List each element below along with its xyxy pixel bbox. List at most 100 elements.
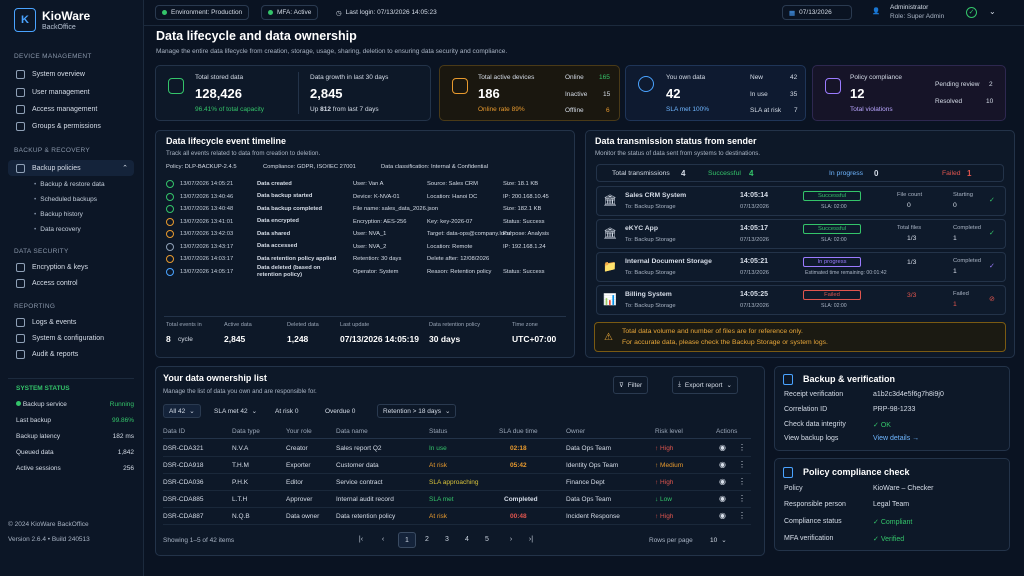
sidebar-item-access-control[interactable]: Access control xyxy=(16,276,136,290)
timeline-compliance: Compliance: GDPR, ISO/IEC 27001 xyxy=(263,164,356,170)
export-report-button[interactable]: ⤓ Export report ⌄ xyxy=(672,376,738,394)
status-row: Queued data 1,842 xyxy=(16,449,134,456)
sidebar-subitem[interactable]: Backup history xyxy=(34,211,83,218)
stat-label: Last update xyxy=(340,322,370,328)
timeline-event: 13/07/2026 14:03:17 Data retention polic… xyxy=(166,253,566,265)
transmission-item[interactable]: 📁 Internal Document Storage To: Backup S… xyxy=(596,252,1006,282)
brand-logo[interactable]: K KioWare BackOffice xyxy=(14,8,90,32)
more-icon[interactable]: ⋮ xyxy=(738,460,746,469)
view-details-link[interactable]: View details → xyxy=(873,435,920,442)
rows-per-page-label: Rows per page xyxy=(649,537,693,544)
more-icon[interactable]: ⋮ xyxy=(738,477,746,486)
sidebar-subitem[interactable]: Scheduled backups xyxy=(34,196,97,203)
stat-label: Data retention policy xyxy=(429,322,480,328)
date-picker[interactable]: ▦ 07/13/2026 xyxy=(782,5,852,20)
chevron-down-icon: ⌄ xyxy=(445,408,451,415)
timeline-event: 13/07/2026 13:40:46 Data backup started … xyxy=(166,191,566,203)
chip-at-risk[interactable]: At risk 0 xyxy=(275,407,299,415)
kpi-stored-data: Total stored data 128,426 96.41% of tota… xyxy=(155,65,431,121)
system-status-title: SYSTEM STATUS xyxy=(16,385,70,392)
database-icon xyxy=(16,163,25,173)
cloud-icon xyxy=(638,76,654,92)
risk-level: ↑ High xyxy=(655,479,674,486)
stat-value: 1,248 xyxy=(287,334,309,344)
status-dot-icon xyxy=(268,10,273,15)
status-text: In use xyxy=(429,445,447,452)
sidebar-subitem[interactable]: Backup & restore data xyxy=(34,181,104,188)
status-dot-icon xyxy=(16,401,21,406)
sidebar-item-groups[interactable]: Groups & permissions xyxy=(16,119,136,133)
table-row[interactable]: DSR-CDA036 P.H.K Editor Service contract… xyxy=(163,474,751,491)
stat-label: Time zone xyxy=(512,322,538,328)
sidebar-item-system-config[interactable]: System & configuration xyxy=(16,331,136,345)
chip-retention[interactable]: Retention > 18 days ⌄ xyxy=(377,404,457,418)
calendar-icon: ▦ xyxy=(789,9,796,17)
next-page-button[interactable]: › xyxy=(509,536,513,543)
rows-per-page-select[interactable]: 10 ⌄ xyxy=(710,536,727,545)
timeline-policy: Policy: DLP-BACKUP-2.4.5 xyxy=(166,164,237,170)
eye-icon[interactable]: ◉ xyxy=(719,494,726,503)
status-text: At risk xyxy=(429,513,448,520)
eye-icon[interactable]: ◉ xyxy=(719,477,726,486)
more-icon[interactable]: ⋮ xyxy=(738,494,746,503)
prev-page-button[interactable]: ‹ xyxy=(381,536,385,543)
integrity-ok: ✓ OK xyxy=(873,422,891,429)
page-button[interactable]: 3 xyxy=(445,536,449,543)
table-row[interactable]: DSR-CDA321 N.V.A Creator Sales report Q2… xyxy=(163,440,751,457)
first-page-button[interactable]: |‹ xyxy=(358,536,364,543)
column-header: Data type xyxy=(232,428,260,435)
timeline-event: 13/07/2026 13:42:03 Data shared User: NV… xyxy=(166,228,566,240)
table-row[interactable]: DSR-CDA918 T.H.M Exporter Customer data … xyxy=(163,457,751,474)
sidebar-item-backup-policies[interactable]: Backup policies ⌃ xyxy=(8,160,134,176)
more-icon[interactable]: ⋮ xyxy=(738,511,746,520)
table-row[interactable]: DSR-CDA887 N.Q.B Data owner Data retenti… xyxy=(163,508,751,525)
page-button[interactable]: 5 xyxy=(485,536,489,543)
sidebar-item-access-management[interactable]: Access management xyxy=(16,102,136,116)
sidebar-item-user-management[interactable]: User management xyxy=(16,85,136,99)
timeline-event: 13/07/2026 13:40:48 Data backup complete… xyxy=(166,203,566,215)
timeline-event: 13/07/2026 14:05:17 Data deleted (based … xyxy=(166,265,566,278)
event-status-icon xyxy=(166,180,174,188)
check-icon: ✓ xyxy=(989,263,995,270)
chip-overdue[interactable]: Overdue 0 xyxy=(325,407,356,415)
sidebar-item-system-overview[interactable]: System overview xyxy=(16,67,136,81)
page-subtitle: Manage the entire data lifecycle from cr… xyxy=(156,48,508,55)
eye-icon[interactable]: ◉ xyxy=(719,443,726,452)
last-page-button[interactable]: ›| xyxy=(528,536,534,543)
transmission-item[interactable]: 🏛 Sales CRM System To: Backup Storage 14… xyxy=(596,186,1006,216)
risk-level: ↓ Low xyxy=(655,496,672,503)
stat-value: UTC+07:00 xyxy=(512,334,557,344)
clock-icon: ◷ xyxy=(336,9,342,17)
transmission-item[interactable]: 📊 Billing System To: Backup Storage 14:0… xyxy=(596,285,1006,315)
status-badge: Successful xyxy=(803,224,861,234)
more-icon[interactable]: ⋮ xyxy=(738,443,746,452)
page-button[interactable]: 1 xyxy=(398,532,416,548)
table-row[interactable]: DSR-CDA885 L.T.H Approver Internal audit… xyxy=(163,491,751,508)
chip-sla-met[interactable]: SLA met 42 ⌄ xyxy=(214,407,258,416)
sidebar-item-encryption[interactable]: Encryption & keys xyxy=(16,260,136,274)
chevron-down-icon[interactable]: ⌄ xyxy=(989,7,996,16)
check-icon: ✓ xyxy=(989,197,995,204)
page-button[interactable]: 4 xyxy=(465,536,469,543)
transmission-item[interactable]: 🏛 eKYC App To: Backup Storage 14:05:17 0… xyxy=(596,219,1006,249)
status-row: Active sessions 256 xyxy=(16,465,134,472)
warning-icon: ⚠ xyxy=(604,332,613,343)
sidebar-item-logs[interactable]: Logs & events xyxy=(16,315,136,329)
chevron-down-icon: ⌄ xyxy=(726,382,732,389)
sidebar-subitem[interactable]: Data recovery xyxy=(34,226,80,233)
column-header: Risk level xyxy=(655,428,683,435)
notice-banner: ⚠ Total data volume and number of files … xyxy=(594,322,1006,352)
error-icon: ⊘ xyxy=(989,296,995,303)
sidebar-item-audit[interactable]: Audit & reports xyxy=(16,347,136,361)
footer-version: Version 2.6.4 • Build 240513 xyxy=(8,536,90,543)
chip-all[interactable]: All 42 ⌄ xyxy=(163,404,201,418)
user-icon: 👤 xyxy=(872,8,881,15)
timeline-title: Data lifecycle event timeline xyxy=(166,136,287,146)
page-button[interactable]: 2 xyxy=(425,536,429,543)
eye-icon[interactable]: ◉ xyxy=(719,460,726,469)
stat-suffix: cycle xyxy=(178,336,193,343)
transmission-title: Data transmission status from sender xyxy=(595,136,757,146)
filter-button[interactable]: ⊽ Filter xyxy=(613,376,649,394)
eye-icon[interactable]: ◉ xyxy=(719,511,726,520)
user-icon xyxy=(16,87,25,97)
